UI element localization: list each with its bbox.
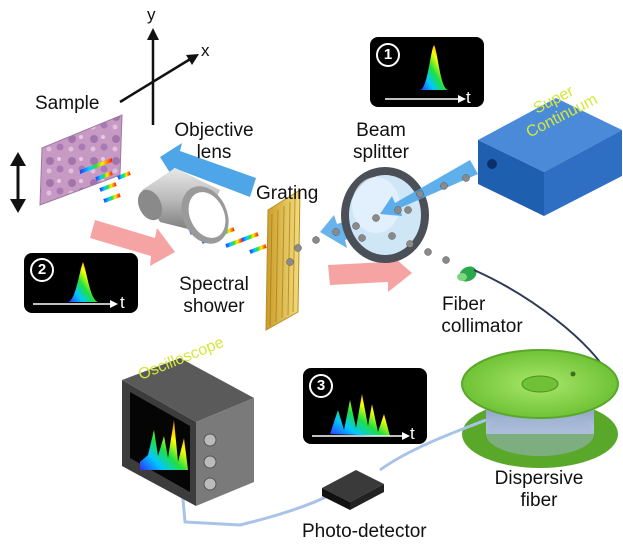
objective-lens — [137, 168, 229, 244]
fiber-to-detector — [379, 418, 487, 472]
objective-lens-label-line2: lens — [196, 142, 232, 163]
sample-scan-arrow — [10, 152, 26, 213]
oscilloscope-device — [122, 358, 254, 506]
supercontinuum-source — [478, 98, 622, 216]
pulse-box-3-number: 3 — [309, 374, 333, 398]
beam-splitter-label-line1: Beam — [356, 120, 406, 141]
dispersive-fiber-label-line2: fiber — [520, 490, 558, 511]
sample-slide — [39, 114, 123, 206]
spectral-shower-label-line1: Spectral — [179, 274, 249, 295]
dispersive-fiber-spool — [461, 349, 619, 468]
source-beam-arrow — [380, 160, 478, 216]
detector-cable — [180, 480, 331, 527]
oscilloscope-trace — [140, 420, 188, 470]
pulse-box-2-axis-label: t — [120, 293, 125, 312]
axis-y-label: y — [147, 5, 156, 24]
pulse-box-1-axis-label: t — [466, 88, 471, 107]
spectral-shower-label-line2: shower — [183, 296, 245, 317]
sample-label: Sample — [35, 93, 100, 114]
objective-lens-label-line1: Objective — [174, 120, 254, 141]
beam-splitter-label: Beam splitter — [336, 120, 426, 164]
pulse-box-3 — [303, 368, 427, 444]
spectral-shower-label: Spectral shower — [172, 274, 256, 318]
fiber-collimator — [457, 266, 477, 282]
dispersive-fiber-label: Dispersive fiber — [484, 468, 594, 512]
photodetector-label: Photo-detector — [302, 521, 427, 542]
objective-lens-label: Objective lens — [166, 120, 262, 164]
beam-splitter-label-line2: splitter — [353, 142, 409, 163]
axis-x-label: x — [201, 41, 210, 60]
grating-label: Grating — [256, 183, 319, 204]
fiber-collimator-label-line1: Fiber — [442, 294, 486, 315]
pulse-box-2-number: 2 — [30, 258, 54, 282]
xy-axes — [119, 28, 199, 125]
grating — [265, 189, 301, 331]
pulse-box-1-number: 1 — [376, 43, 400, 67]
fiber-collimator-label-line2: collimator — [441, 316, 523, 337]
pulse-box-3-axis-label: t — [410, 424, 415, 443]
dispersive-fiber-label-line1: Dispersive — [494, 468, 584, 489]
fiber-collimator-label: Fiber collimator — [432, 294, 532, 338]
photodetector-device — [322, 470, 384, 510]
